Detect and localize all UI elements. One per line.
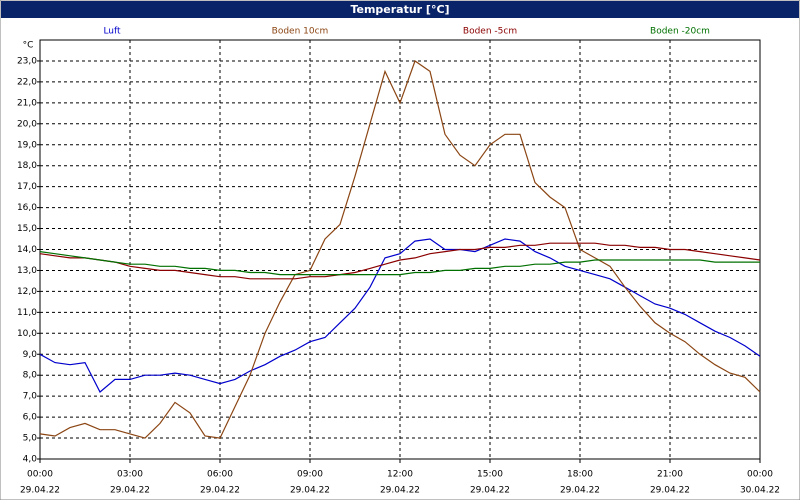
y-tick-label: 5,0 <box>23 434 38 444</box>
y-unit: °C <box>23 41 34 51</box>
series-line <box>39 60 761 439</box>
x-tick-label: 00:00 <box>27 470 53 480</box>
y-tick-label: 8,0 <box>23 371 38 381</box>
x-tick-date: 30.04.22 <box>740 486 780 496</box>
y-tick-label: 9,0 <box>23 350 38 360</box>
legend-entry: Boden -5cm <box>463 27 517 37</box>
y-tick-label: 7,0 <box>23 392 38 402</box>
x-tick-label: 00:00 <box>747 470 773 480</box>
y-tick-label: 10,0 <box>17 329 37 339</box>
x-tick-date: 29.04.22 <box>200 486 240 496</box>
y-tick-label: 19,0 <box>17 140 37 150</box>
x-tick-label: 03:00 <box>117 470 143 480</box>
legend-entry: Luft <box>103 27 121 37</box>
y-tick-label: 15,0 <box>17 224 37 234</box>
x-tick-date: 29.04.22 <box>380 486 420 496</box>
x-tick-date: 29.04.22 <box>560 486 600 496</box>
x-tick-date: 29.04.22 <box>470 486 510 496</box>
y-tick-label: 4,0 <box>23 455 38 465</box>
x-tick-label: 12:00 <box>387 470 413 480</box>
x-tick-date: 29.04.22 <box>290 486 330 496</box>
series-line <box>39 238 761 393</box>
y-tick-label: 12,0 <box>17 287 37 297</box>
y-tick-label: 18,0 <box>17 161 37 171</box>
y-tick-label: 13,0 <box>17 266 37 276</box>
legend-entry: Boden 10cm <box>272 27 329 37</box>
x-tick-label: 18:00 <box>567 470 593 480</box>
y-tick-label: 6,0 <box>23 413 38 423</box>
y-tick-label: 14,0 <box>17 245 37 255</box>
x-tick-label: 09:00 <box>297 470 323 480</box>
chart-title: Temperatur [°C] <box>350 3 449 16</box>
y-tick-label: 21,0 <box>17 98 37 108</box>
y-tick-label: 17,0 <box>17 182 37 192</box>
x-tick-label: 06:00 <box>207 470 233 480</box>
x-tick-label: 15:00 <box>477 470 503 480</box>
x-tick-label: 21:00 <box>657 470 683 480</box>
y-tick-label: 22,0 <box>17 77 37 87</box>
series-line <box>39 251 760 276</box>
x-tick-date: 29.04.22 <box>650 486 690 496</box>
y-tick-label: 20,0 <box>17 119 37 129</box>
series-line <box>39 242 761 280</box>
y-tick-label: 23,0 <box>17 56 37 66</box>
legend-entry: Boden -20cm <box>650 27 710 37</box>
y-tick-label: 16,0 <box>17 203 37 213</box>
title-bar <box>1 1 799 18</box>
x-tick-date: 29.04.22 <box>110 486 150 496</box>
y-tick-label: 11,0 <box>17 308 37 318</box>
x-tick-date: 29.04.22 <box>20 486 60 496</box>
